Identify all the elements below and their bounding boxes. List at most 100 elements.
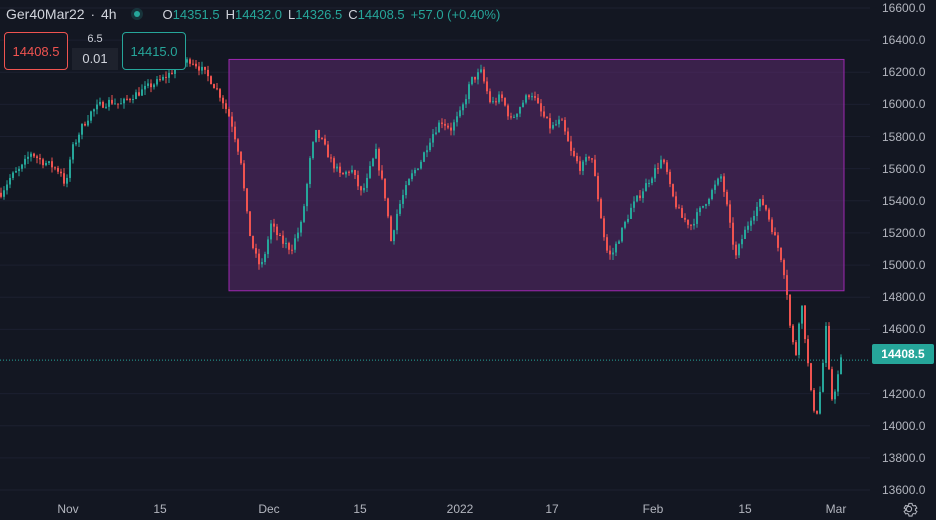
- candle-body: [612, 252, 614, 255]
- candle-body: [30, 153, 32, 157]
- sell-button[interactable]: 14408.5: [4, 32, 68, 70]
- candle-body: [594, 159, 596, 177]
- candle-body: [297, 232, 299, 239]
- candle-body: [774, 232, 776, 236]
- gear-icon[interactable]: [900, 500, 918, 518]
- candle-body: [702, 205, 704, 208]
- candle-body: [624, 221, 626, 228]
- candle-body: [552, 125, 554, 129]
- candle-body: [636, 195, 638, 202]
- candle-body: [228, 109, 230, 117]
- candle-body: [822, 362, 824, 392]
- candle-body: [15, 171, 17, 173]
- candle-body: [717, 178, 719, 185]
- candle-body: [57, 167, 59, 172]
- candle-body: [633, 201, 635, 208]
- candle-body: [366, 177, 368, 188]
- candle-body: [339, 166, 341, 173]
- candle-body: [300, 221, 302, 233]
- candle-body: [258, 253, 260, 265]
- time-scale-label: 15: [353, 502, 367, 516]
- price-scale-label: 14800.0: [882, 290, 926, 305]
- candle-body: [528, 95, 530, 98]
- candle-body: [543, 111, 545, 117]
- interval-label[interactable]: 4h: [100, 6, 117, 22]
- range-rectangle-drawing[interactable]: [228, 58, 845, 292]
- candle-body: [45, 162, 47, 166]
- candle-body: [369, 166, 371, 178]
- candle-body: [558, 119, 560, 125]
- candle-body: [525, 95, 527, 103]
- symbol-legend: Ger40Mar22 · 4h O 14351.5 H 14432.0 L 14326…: [6, 6, 500, 22]
- candle-body: [309, 158, 311, 185]
- candle-body: [513, 116, 515, 118]
- candle-body: [480, 69, 482, 73]
- candle-body: [492, 101, 494, 103]
- candle-body: [711, 189, 713, 200]
- candle-body: [372, 158, 374, 167]
- candle-body: [78, 134, 80, 143]
- candle-body: [198, 66, 200, 71]
- candle-body: [549, 118, 551, 129]
- time-scale-label: 15: [153, 502, 167, 516]
- candle-body: [798, 323, 800, 355]
- candle-body: [315, 129, 317, 142]
- candle-body: [519, 107, 521, 114]
- candle-body: [585, 157, 587, 162]
- candle-body: [420, 161, 422, 169]
- candle-body: [216, 88, 218, 90]
- candle-body: [759, 199, 761, 207]
- candle-body: [537, 97, 539, 104]
- candle-body: [816, 410, 818, 414]
- buy-button[interactable]: 14415.0: [122, 32, 186, 70]
- candle-body: [651, 178, 653, 184]
- candle-body: [468, 84, 470, 100]
- legend-separator: ·: [90, 6, 95, 22]
- high-key: H: [225, 6, 236, 22]
- price-scale[interactable]: 16600.0 16400.0 16200.0 16000.0 15800.0 15600…: [870, 0, 936, 498]
- candle-body: [375, 149, 377, 159]
- candle-body: [120, 103, 122, 105]
- candle-body: [561, 119, 563, 121]
- candle-body: [753, 215, 755, 221]
- candle-body: [231, 116, 233, 127]
- candle-body: [645, 183, 647, 192]
- trade-panel: 14408.5 6.5 0.01 14415.0: [4, 32, 186, 70]
- candle-body: [465, 99, 467, 105]
- candle-body: [201, 66, 203, 71]
- chart-area[interactable]: [0, 0, 870, 498]
- symbol-name[interactable]: Ger40Mar22: [6, 6, 85, 22]
- candle-body: [696, 212, 698, 224]
- candle-body: [69, 159, 71, 178]
- candle-body: [498, 94, 500, 103]
- candle-body: [87, 120, 89, 126]
- candle-body: [477, 72, 479, 80]
- market-open-icon: [130, 8, 143, 20]
- candle-body: [207, 69, 209, 77]
- candle-body: [489, 91, 491, 103]
- candle-body: [138, 92, 140, 96]
- candle-body: [156, 79, 158, 85]
- time-scale-label: Dec: [258, 502, 280, 516]
- candlestick-chart[interactable]: [0, 0, 870, 498]
- time-scale[interactable]: Nov 15 Dec 15 2022 17 Feb 15 Mar: [0, 498, 870, 520]
- candle-body: [570, 141, 572, 151]
- price-scale-label: 15400.0: [882, 193, 926, 208]
- candle-body: [330, 157, 332, 159]
- candle-body: [54, 167, 56, 169]
- candle-body: [618, 241, 620, 244]
- candle-body: [741, 239, 743, 245]
- quantity-input[interactable]: 0.01: [72, 48, 118, 70]
- candle-body: [432, 134, 434, 143]
- candle-body: [84, 123, 86, 126]
- candle-body: [189, 59, 191, 64]
- candle-body: [495, 101, 497, 103]
- candle-body: [75, 142, 77, 145]
- candle-body: [693, 223, 695, 226]
- candle-body: [747, 225, 749, 230]
- candle-body: [3, 190, 5, 197]
- candle-body: [708, 199, 710, 205]
- time-scale-label: 17: [545, 502, 559, 516]
- candle-body: [675, 196, 677, 208]
- candle-body: [225, 103, 227, 110]
